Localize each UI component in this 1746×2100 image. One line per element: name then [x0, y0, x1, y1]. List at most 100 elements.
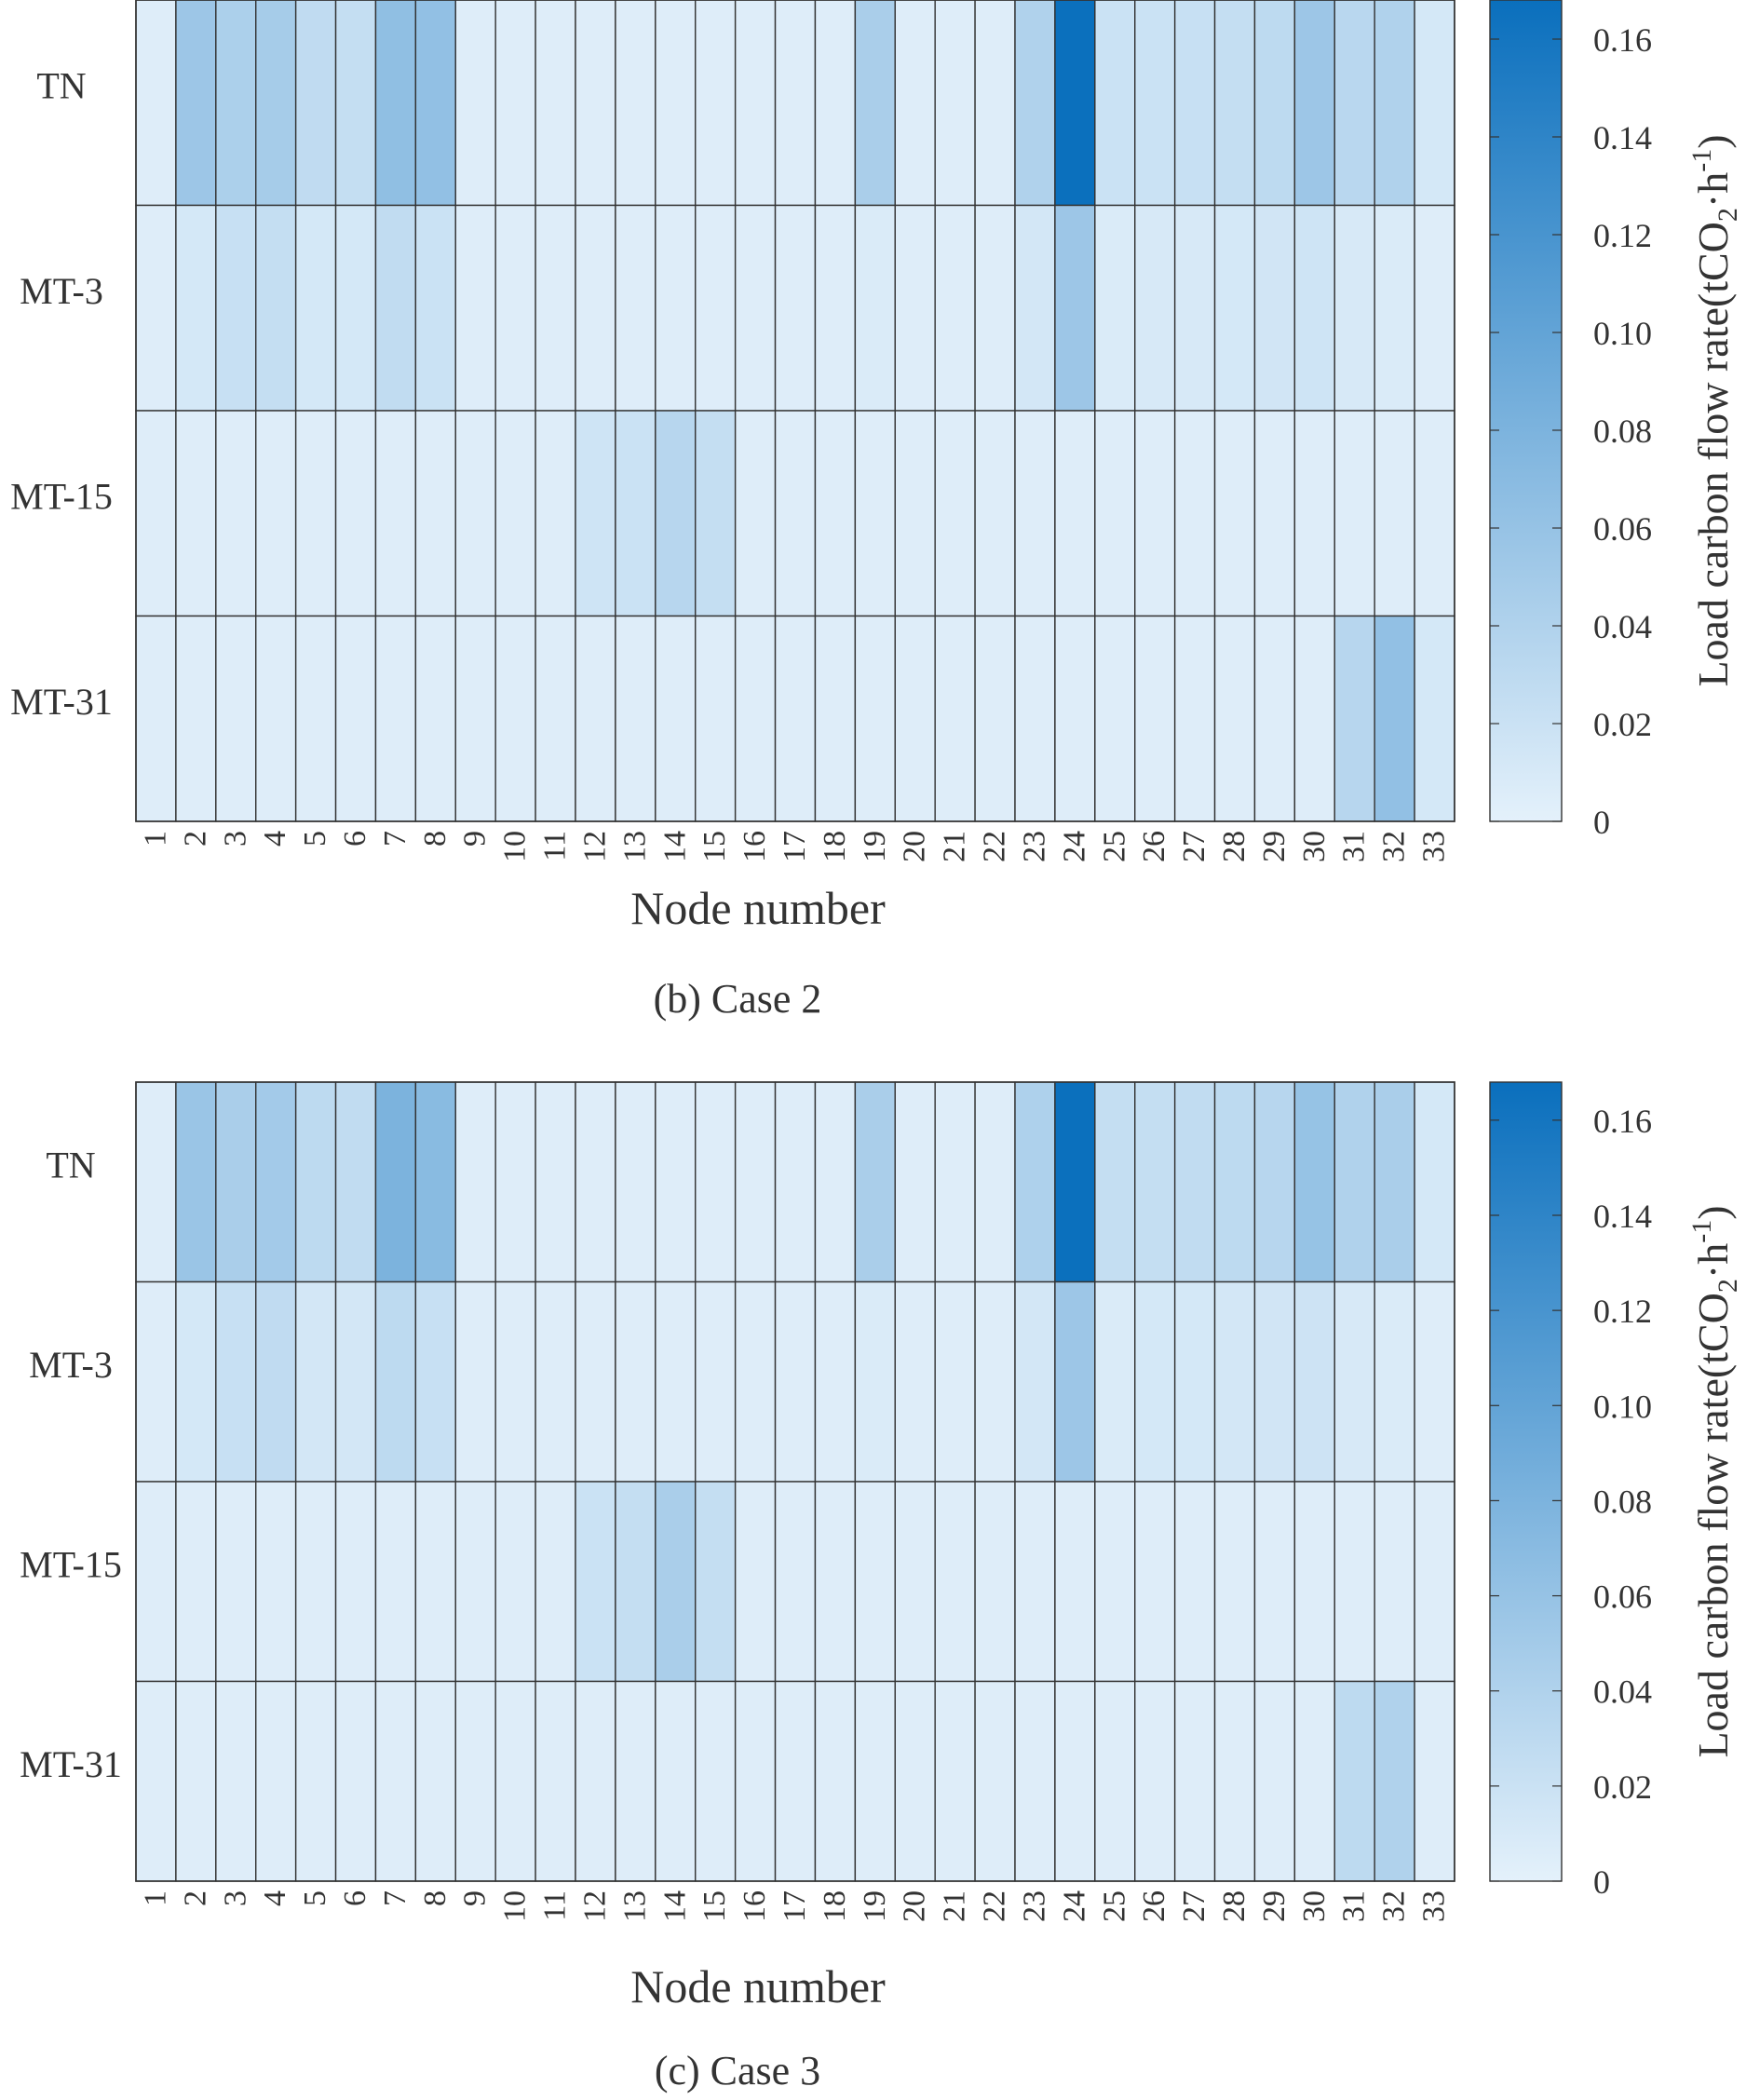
- heatmap-cell: [734, 615, 777, 822]
- heatmap-cell: [454, 1280, 496, 1483]
- colorbar-label: Load carbon flow rate(tCO2·h-1): [1686, 134, 1743, 686]
- colorbar: [1489, 1081, 1563, 1882]
- x-tick-label: 5: [298, 831, 332, 847]
- heatmap-cell: [894, 615, 936, 822]
- heatmap-cell: [1134, 1680, 1176, 1882]
- heatmap-cell: [814, 615, 857, 822]
- colorbar-tick-label: 0.06: [1593, 510, 1652, 548]
- heatmap-cell: [934, 1081, 976, 1283]
- heatmap-cell: [135, 204, 177, 412]
- heatmap-cell: [1253, 1680, 1296, 1882]
- x-tick-label: 24: [1057, 1890, 1091, 1922]
- heatmap-cell: [615, 410, 656, 617]
- heatmap-cell: [1173, 1280, 1216, 1483]
- heatmap-cell: [334, 0, 377, 207]
- heatmap-cell: [1293, 1680, 1335, 1882]
- heatmap-cell: [454, 410, 496, 617]
- heatmap-border: [135, 0, 1455, 822]
- heatmap-cell: [1094, 615, 1136, 822]
- x-tick-label: 20: [898, 831, 932, 862]
- colorbar-tick-label: 0.14: [1593, 1198, 1652, 1235]
- heatmap-cell: [1293, 615, 1335, 822]
- heatmap-cell: [494, 615, 536, 822]
- heatmap-cell: [535, 1081, 576, 1283]
- heatmap-cell: [374, 410, 417, 617]
- heatmap-cell: [615, 1481, 656, 1683]
- heatmap-cell: [215, 1081, 257, 1283]
- x-tick-label: 13: [617, 831, 652, 862]
- heatmap-cell: [175, 0, 217, 207]
- x-tick-label: 9: [458, 1890, 493, 1906]
- heatmap-cell: [414, 204, 456, 412]
- heatmap-cell: [175, 1280, 217, 1483]
- heatmap-cell: [575, 1280, 616, 1483]
- heatmap-cell: [374, 1081, 417, 1283]
- x-tick-label: 33: [1417, 831, 1452, 862]
- heatmap-cell: [1094, 1481, 1136, 1683]
- heatmap-cell: [454, 204, 496, 412]
- heatmap-cell: [494, 1081, 536, 1283]
- colorbar-label-main: Load carbon flow rate(tCO: [1689, 222, 1737, 686]
- heatmap-cell: [734, 1481, 777, 1683]
- x-tick-label: 14: [657, 1890, 692, 1922]
- x-tick-label: 31: [1337, 831, 1372, 862]
- heatmap-cell: [175, 1481, 217, 1683]
- heatmap-cell: [255, 1481, 297, 1683]
- heatmap-cell: [934, 204, 976, 412]
- heatmap-cell: [1333, 1481, 1375, 1683]
- heatmap-cell: [854, 1280, 896, 1483]
- x-tick-label: 20: [898, 1890, 932, 1922]
- colorbar-tick-label: 0.10: [1593, 1388, 1652, 1425]
- heatmap-cell: [615, 1081, 656, 1283]
- heatmap-cell: [294, 1280, 337, 1483]
- heatmap-cell: [1173, 204, 1216, 412]
- heatmap-cell: [695, 204, 737, 412]
- heatmap-cell: [575, 615, 616, 822]
- heatmap-cell: [334, 1280, 377, 1483]
- heatmap-cell: [1054, 204, 1096, 412]
- x-tick-label: 18: [818, 1890, 852, 1922]
- colorbar-tick-label: 0.12: [1593, 217, 1652, 254]
- heatmap-cell: [854, 410, 896, 617]
- heatmap-cell: [1094, 1081, 1136, 1283]
- heatmap-cell: [615, 204, 656, 412]
- heatmap-cell: [814, 1680, 857, 1882]
- heatmap-cell: [655, 0, 697, 207]
- x-tick-label: 19: [858, 1890, 892, 1922]
- x-tick-label: 3: [218, 1890, 252, 1906]
- heatmap-cell: [414, 410, 456, 617]
- heatmap-cell: [1253, 1280, 1296, 1483]
- heatmap-cell: [854, 615, 896, 822]
- heatmap-cell: [695, 0, 737, 207]
- figure-caption: (c) Case 3: [655, 2048, 820, 2093]
- heatmap-cell: [334, 615, 377, 822]
- x-tick-label: 14: [657, 831, 692, 862]
- x-tick-label: 6: [338, 1890, 372, 1906]
- heatmap-cell: [294, 1481, 337, 1683]
- colorbar-label-sup: -1: [1686, 149, 1717, 172]
- heatmap-cell: [655, 410, 697, 617]
- heatmap-cell: [774, 1081, 817, 1283]
- heatmap-cell: [1414, 1481, 1455, 1683]
- heatmap-cell: [494, 410, 536, 617]
- x-tick-label: 29: [1257, 831, 1292, 862]
- heatmap-cell: [854, 1081, 896, 1283]
- colorbar-tick-label: 0.08: [1593, 1483, 1652, 1520]
- heatmap-cell: [215, 1481, 257, 1683]
- heatmap-cell: [175, 410, 217, 617]
- x-tick-label: 5: [298, 1890, 332, 1906]
- x-tick-label: 11: [538, 831, 573, 861]
- heatmap-cell: [1374, 1680, 1415, 1882]
- row-label: MT-31: [10, 681, 113, 723]
- x-tick-label: 16: [738, 1890, 772, 1922]
- heatmap-cell: [1054, 0, 1096, 207]
- x-axis-label: Node number: [630, 882, 886, 934]
- heatmap-cell: [894, 204, 936, 412]
- heatmap-cell: [1054, 410, 1096, 617]
- heatmap-cell: [374, 204, 417, 412]
- heatmap-cell: [135, 0, 177, 207]
- heatmap-cell: [734, 1081, 777, 1283]
- heatmap-cell: [1253, 204, 1296, 412]
- colorbar-tick-label: 0.02: [1593, 706, 1652, 743]
